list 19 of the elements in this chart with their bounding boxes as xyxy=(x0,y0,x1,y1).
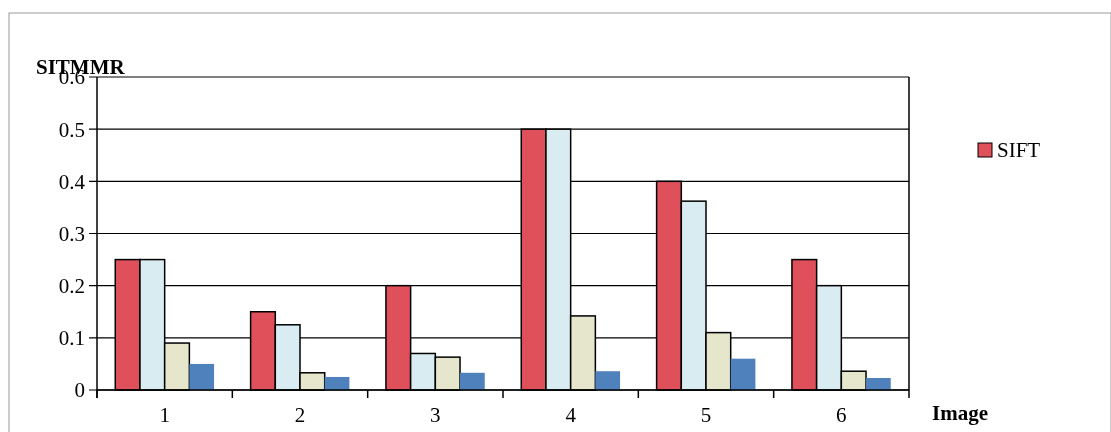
bar xyxy=(866,378,891,390)
legend-label: SIFT xyxy=(997,138,1041,163)
x-tick-label: 5 xyxy=(700,403,712,427)
bar xyxy=(189,363,215,390)
y-tick-label: 0.2 xyxy=(58,274,85,299)
y-tick-label: 0.1 xyxy=(58,326,85,351)
x-tick-label: 1 xyxy=(159,403,170,427)
x-tick-label: 3 xyxy=(430,403,441,427)
y-tick-label: 0.3 xyxy=(58,221,85,246)
x-axis-title: Image xyxy=(932,401,988,425)
x-tick-label: 4 xyxy=(565,403,577,427)
y-tick-label: 0.4 xyxy=(58,169,86,194)
bar xyxy=(460,372,485,390)
bar xyxy=(730,358,756,390)
x-tick-label: 2 xyxy=(294,403,306,427)
bar xyxy=(595,371,621,390)
x-tick-label: 6 xyxy=(836,403,847,427)
y-tick-label: 0.5 xyxy=(58,117,85,142)
y-tick-label: 0 xyxy=(74,378,85,403)
